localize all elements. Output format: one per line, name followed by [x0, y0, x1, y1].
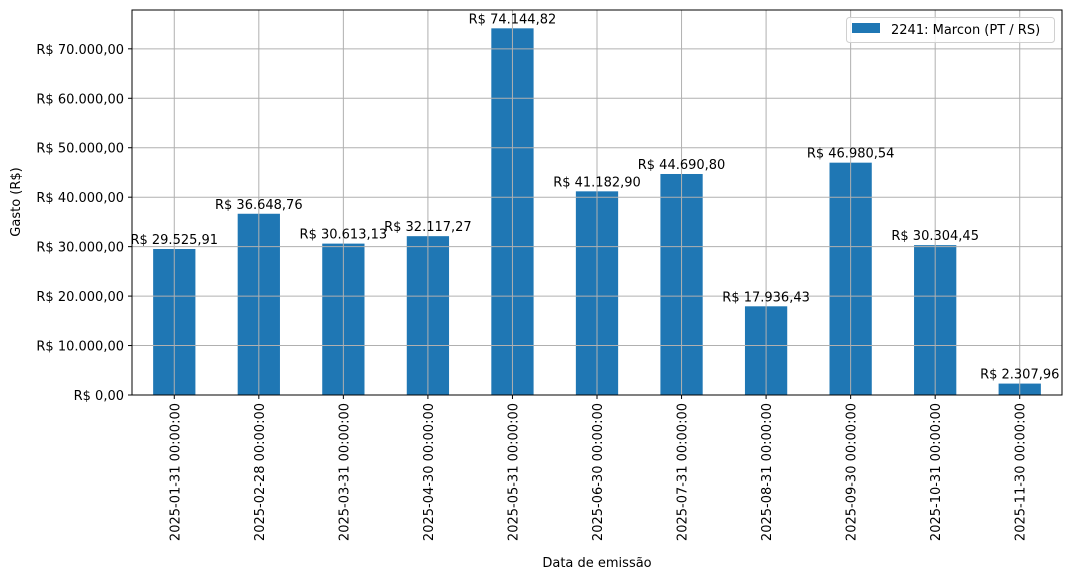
data-label: R$ 36.648,76	[215, 198, 303, 213]
y-tick-label: R$ 70.000,00	[36, 43, 124, 58]
x-tick-label: 2025-01-31 00:00:00	[168, 403, 183, 541]
y-tick-label: R$ 60.000,00	[36, 92, 124, 107]
legend-box	[846, 17, 1055, 43]
x-tick-label: 2025-09-30 00:00:00	[845, 403, 860, 541]
y-tick-label: R$ 10.000,00	[36, 340, 124, 355]
data-label: R$ 44.690,80	[638, 158, 726, 173]
data-label: R$ 32.117,27	[384, 220, 472, 235]
x-tick-label: 2025-05-31 00:00:00	[506, 403, 521, 541]
y-tick-label: R$ 40.000,00	[36, 191, 124, 206]
data-label: R$ 29.525,91	[130, 233, 218, 248]
x-tick-label: 2025-11-30 00:00:00	[1014, 403, 1029, 541]
y-axis-label: Gasto (R$)	[9, 167, 24, 236]
x-tick-label: 2025-08-31 00:00:00	[760, 403, 775, 541]
x-axis-label: Data de emissão	[542, 556, 651, 571]
y-tick-label: R$ 50.000,00	[36, 142, 124, 157]
x-tick-label: 2025-02-28 00:00:00	[253, 403, 268, 541]
legend-label: 2241: Marcon (PT / RS)	[891, 23, 1040, 38]
data-label: R$ 17.936,43	[722, 290, 810, 305]
y-tick-label: R$ 20.000,00	[36, 290, 124, 305]
data-label: R$ 41.182,90	[553, 175, 641, 190]
data-label: R$ 2.307,96	[980, 368, 1059, 383]
data-label: R$ 46.980,54	[807, 147, 895, 162]
data-label: R$ 30.304,45	[891, 229, 979, 244]
x-tick-label: 2025-04-30 00:00:00	[422, 403, 437, 541]
x-tick-label: 2025-03-31 00:00:00	[337, 403, 352, 541]
y-tick-label: R$ 0,00	[74, 389, 124, 404]
x-tick-label: 2025-10-31 00:00:00	[929, 403, 944, 541]
data-label: R$ 30.613,13	[300, 228, 388, 243]
y-tick-label: R$ 30.000,00	[36, 241, 124, 256]
data-label: R$ 74.144,82	[469, 12, 557, 27]
x-tick-label: 2025-06-30 00:00:00	[591, 403, 606, 541]
x-tick-label: 2025-07-31 00:00:00	[676, 403, 691, 541]
legend-swatch	[852, 23, 880, 33]
